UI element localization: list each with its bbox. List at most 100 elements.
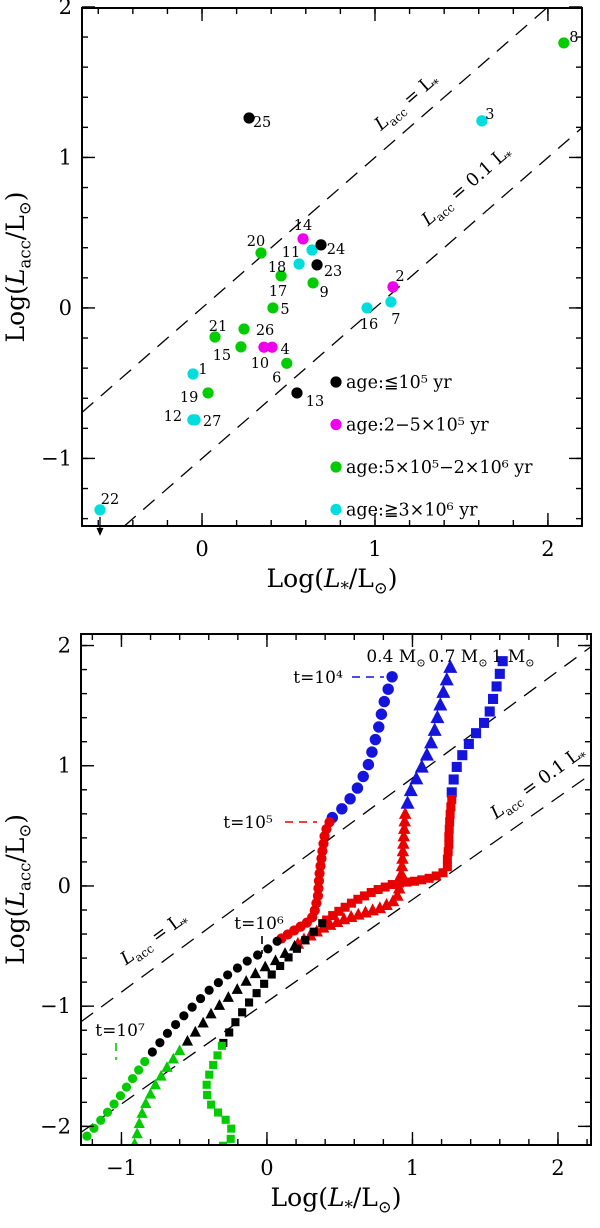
point-dot-2 [387, 281, 399, 293]
track-symbol [442, 854, 452, 864]
track-symbol [344, 793, 356, 805]
point-dot-14 [297, 233, 309, 245]
x-axis-title: Log(L*/L⊙) [267, 564, 398, 598]
ticks [82, 6, 582, 526]
point-dot-27 [189, 414, 201, 426]
track-symbol [494, 668, 505, 679]
track-symbol [314, 868, 325, 879]
track-symbol [397, 836, 410, 849]
track-symbol [316, 853, 327, 864]
point-label-4: 4 [280, 342, 289, 358]
track-symbol [479, 717, 490, 728]
point-label-7: 7 [391, 312, 400, 328]
track-symbol [448, 774, 459, 785]
track-symbol [189, 1025, 201, 1037]
track-symbol [395, 878, 405, 888]
track-symbol [414, 759, 429, 773]
track-symbol [443, 659, 458, 673]
data-point-1: 1 [187, 362, 208, 380]
track-symbol [375, 708, 388, 720]
data-point-15: 15 [213, 341, 247, 364]
data-point-27: 27 [189, 414, 221, 430]
y-tick-label--1: −1 [41, 446, 72, 470]
track-symbol [181, 1034, 194, 1046]
track-symbol [89, 1123, 99, 1133]
x-tick-label-1: 1 [368, 537, 381, 561]
track-symbol [167, 1052, 179, 1064]
point-label-16: 16 [360, 317, 378, 333]
track-symbol [127, 1073, 138, 1084]
point-dot-6 [281, 357, 293, 369]
data-point-20: 20 [247, 234, 267, 259]
track-0.7-msun [130, 659, 458, 1145]
track-symbol [82, 1131, 92, 1141]
track-symbol [431, 871, 441, 881]
y-tick-label-2: 2 [59, 0, 72, 19]
track-symbol [204, 985, 214, 995]
refline-label-Lacc-equals-Lstar: Lacc = L* [370, 69, 444, 138]
track-symbol [402, 877, 412, 887]
point-label-8: 8 [569, 30, 578, 46]
track-symbol [430, 709, 445, 724]
track-symbol [245, 998, 254, 1007]
point-label-2: 2 [395, 269, 404, 285]
track-symbol [424, 873, 434, 883]
track-symbol [252, 989, 261, 998]
track-symbol [386, 894, 400, 907]
point-label-11: 11 [282, 245, 300, 261]
track-symbol [436, 684, 451, 698]
track-symbol [380, 898, 393, 910]
point-label-18: 18 [268, 260, 286, 276]
refline-Lacc-equals-Lstar [81, 646, 591, 1023]
track-symbol [267, 970, 276, 979]
point-dot-25 [243, 112, 255, 124]
track-symbol [427, 722, 442, 736]
track-symbol [214, 1108, 223, 1117]
point-dot-18 [293, 258, 305, 270]
y-tick-label-0: 0 [58, 874, 71, 898]
data-point-19: 19 [180, 387, 214, 406]
track-1-msun [202, 656, 508, 1145]
track-symbol [395, 866, 408, 879]
data-points: 1234567891011121314151617181920212223242… [94, 30, 578, 536]
mass-label-2: 1 M⊙ [491, 647, 534, 669]
track-symbol [352, 907, 365, 920]
legend-item-2: age:5×10⁵−2×10⁶ yr [330, 458, 533, 478]
track-symbol [162, 1028, 173, 1038]
track-symbol [484, 706, 495, 717]
data-point-11: 11 [282, 244, 318, 261]
track-symbol [397, 829, 411, 842]
legend-text-0: age:≦10⁵ yr [346, 373, 452, 393]
track-symbol [334, 906, 344, 916]
point-dot-23 [311, 259, 323, 271]
track-symbol [340, 902, 350, 912]
track-symbol [369, 733, 382, 746]
point-label-24: 24 [327, 242, 345, 258]
refline-label-Lacc-equals-Lstar: Lacc = L* [116, 907, 193, 972]
point-label-3: 3 [485, 107, 494, 123]
track-symbol [398, 814, 411, 827]
track-symbol [259, 960, 271, 972]
track-symbol [357, 770, 369, 783]
track-symbol [346, 898, 356, 908]
time-label-t=10⁴: t=10⁴ [293, 668, 343, 688]
point-label-20: 20 [247, 234, 265, 250]
point-dot-4 [266, 341, 278, 353]
track-symbol [366, 903, 379, 916]
x-tick-label-1: 1 [406, 1156, 419, 1180]
x-tick-label-0: 0 [195, 537, 208, 561]
track-symbol [203, 1090, 212, 1100]
mass-label-1: 0.7 M⊙ [428, 647, 487, 669]
track-symbol [115, 1091, 126, 1101]
point-label-10: 10 [251, 356, 269, 372]
data-point-8: 8 [558, 30, 578, 49]
track-0.7-green-segment [130, 1044, 186, 1145]
track-symbol [134, 1065, 144, 1075]
track-symbol [396, 844, 410, 857]
point-label-13: 13 [306, 394, 324, 410]
track-symbol [284, 953, 293, 962]
track-symbol [155, 1069, 167, 1081]
point-dot-19 [202, 387, 214, 399]
time-label-t=10⁵: t=10⁵ [223, 813, 273, 833]
